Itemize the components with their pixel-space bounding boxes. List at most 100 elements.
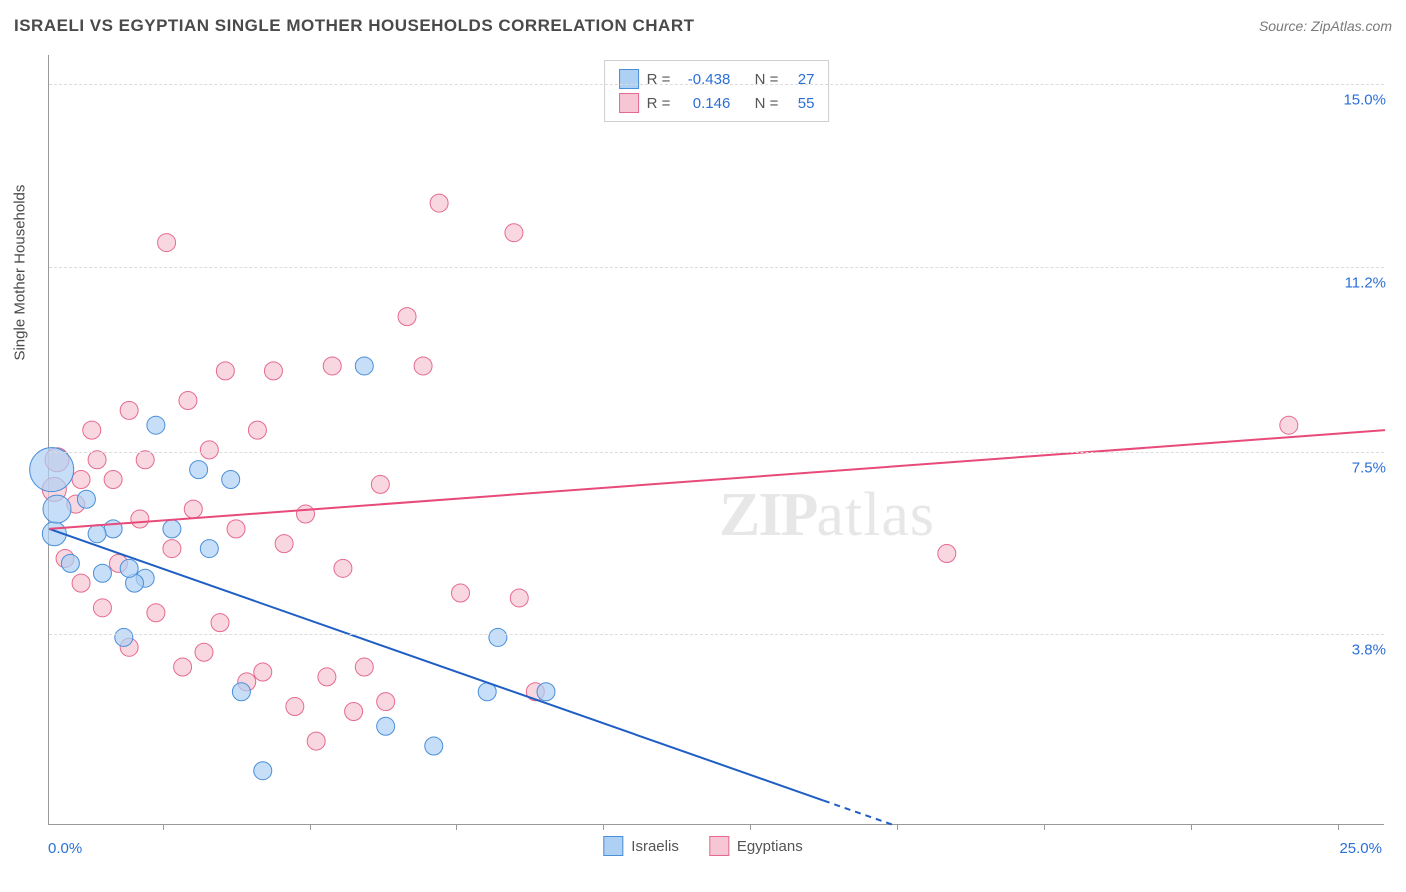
data-point-israelis (88, 525, 106, 543)
data-point-israelis (104, 520, 122, 538)
data-point-egyptians (414, 357, 432, 375)
y-axis-tick-label: 3.8% (1352, 610, 1386, 659)
data-point-egyptians (430, 194, 448, 212)
data-point-egyptians (227, 520, 245, 538)
data-point-egyptians (136, 451, 154, 469)
data-point-egyptians (104, 470, 122, 488)
data-point-egyptians (510, 589, 528, 607)
data-point-egyptians (174, 658, 192, 676)
x-axis-min-label: 0.0% (48, 840, 82, 857)
data-point-egyptians (200, 441, 218, 459)
x-axis-tick (1338, 824, 1339, 830)
data-point-egyptians (264, 362, 282, 380)
legend-label-egyptians: Egyptians (737, 838, 803, 855)
data-point-egyptians (131, 510, 149, 528)
data-point-egyptians (355, 658, 373, 676)
legend-label-israelis: Israelis (631, 838, 679, 855)
legend-swatch-israelis (603, 836, 623, 856)
data-point-israelis (163, 520, 181, 538)
legend-correlation-row-israelis: R =-0.438 N =27 (619, 67, 815, 91)
legend-series: Israelis Egyptians (603, 836, 802, 856)
data-point-egyptians (88, 451, 106, 469)
data-point-israelis (537, 683, 555, 701)
data-point-israelis (355, 357, 373, 375)
data-point-israelis (254, 762, 272, 780)
data-point-egyptians (163, 540, 181, 558)
data-point-egyptians (297, 505, 315, 523)
x-axis-tick (163, 824, 164, 830)
x-axis-tick (456, 824, 457, 830)
data-point-israelis (77, 490, 95, 508)
data-point-egyptians (398, 308, 416, 326)
legend-item-israelis: Israelis (603, 836, 679, 856)
x-axis-tick (750, 824, 751, 830)
data-point-egyptians (72, 470, 90, 488)
x-axis-tick (1191, 824, 1192, 830)
data-point-israelis (232, 683, 250, 701)
chart-title: ISRAELI VS EGYPTIAN SINGLE MOTHER HOUSEH… (14, 16, 695, 36)
data-point-egyptians (216, 362, 234, 380)
x-axis-tick (310, 824, 311, 830)
data-point-egyptians (120, 401, 138, 419)
data-point-egyptians (286, 698, 304, 716)
legend-swatch-egyptians (709, 836, 729, 856)
data-point-egyptians (179, 392, 197, 410)
data-point-israelis (200, 540, 218, 558)
data-point-egyptians (211, 614, 229, 632)
trend-line-israelis-dashed (824, 801, 893, 825)
data-point-egyptians (377, 693, 395, 711)
chart-header: ISRAELI VS EGYPTIAN SINGLE MOTHER HOUSEH… (14, 16, 1392, 36)
chart-source: Source: ZipAtlas.com (1259, 18, 1392, 34)
data-point-israelis (377, 717, 395, 735)
chart-plot-area: ZIPatlas R =-0.438 N =27R =0.146 N =55 1… (48, 55, 1384, 825)
data-point-egyptians (254, 663, 272, 681)
data-point-egyptians (72, 574, 90, 592)
data-point-israelis (425, 737, 443, 755)
grid-line (49, 84, 1384, 85)
x-axis-tick (897, 824, 898, 830)
r-value-egyptians: 0.146 (678, 95, 730, 112)
y-axis-tick-label: 11.2% (1345, 242, 1386, 291)
data-point-egyptians (195, 643, 213, 661)
n-value-egyptians: 55 (786, 95, 814, 112)
trend-line-egyptians (49, 430, 1385, 529)
x-axis-tick (603, 824, 604, 830)
data-point-egyptians (158, 234, 176, 252)
grid-line (49, 452, 1384, 453)
data-point-egyptians (345, 702, 363, 720)
legend-swatch-israelis (619, 69, 639, 89)
legend-correlation-row-egyptians: R =0.146 N =55 (619, 91, 815, 115)
data-point-egyptians (184, 500, 202, 518)
grid-line (49, 267, 1384, 268)
data-point-egyptians (1280, 416, 1298, 434)
trend-line-israelis (49, 529, 824, 801)
x-axis-tick (1044, 824, 1045, 830)
data-point-israelis (147, 416, 165, 434)
data-point-israelis (120, 559, 138, 577)
grid-line (49, 634, 1384, 635)
data-point-israelis (43, 495, 71, 523)
data-point-egyptians (147, 604, 165, 622)
data-point-egyptians (83, 421, 101, 439)
data-point-israelis (489, 628, 507, 646)
chart-svg (49, 55, 1384, 824)
data-point-egyptians (248, 421, 266, 439)
y-axis-title: Single Mother Households (12, 185, 29, 361)
data-point-israelis (190, 461, 208, 479)
data-point-egyptians (318, 668, 336, 686)
data-point-israelis (93, 564, 111, 582)
data-point-egyptians (334, 559, 352, 577)
data-point-egyptians (93, 599, 111, 617)
data-point-israelis (222, 470, 240, 488)
data-point-egyptians (275, 535, 293, 553)
data-point-egyptians (323, 357, 341, 375)
x-axis-max-label: 25.0% (1339, 840, 1382, 857)
data-point-israelis (115, 628, 133, 646)
data-point-egyptians (371, 475, 389, 493)
y-axis-tick-label: 15.0% (1343, 60, 1386, 109)
data-point-egyptians (938, 545, 956, 563)
data-point-israelis (61, 554, 79, 572)
legend-item-egyptians: Egyptians (709, 836, 803, 856)
legend-swatch-egyptians (619, 93, 639, 113)
data-point-israelis (30, 448, 74, 492)
